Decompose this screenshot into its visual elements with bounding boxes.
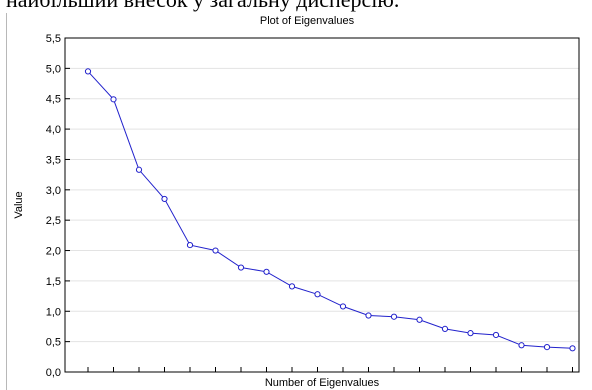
eigenvalue-points	[84, 68, 576, 352]
data-point	[543, 344, 551, 351]
data-point	[161, 195, 168, 203]
data-point	[135, 166, 143, 173]
y-tick-label: 0,5	[46, 337, 61, 349]
frame-left-rule	[6, 13, 7, 390]
data-point	[84, 68, 92, 75]
y-tick-label: 4,5	[46, 94, 61, 106]
data-point	[518, 342, 525, 349]
data-point	[569, 345, 576, 352]
chart-frame: Plot of Eigenvalues 0,0 0,5 1,0 1,5 2,0 2,5 3,…	[6, 13, 592, 390]
data-point	[237, 264, 245, 271]
data-point	[263, 268, 270, 275]
data-point	[365, 312, 372, 319]
y-tick-labels: 0,0 0,5 1,0 1,5 2,0 2,5 3,0 3,5 4,0 4,5 5,0 5,5	[46, 33, 61, 379]
y-tick-label: 3,5	[46, 154, 61, 166]
chart-title: Plot of Eigenvalues	[260, 15, 355, 27]
caption-text: найбільший внесок у загальну дисперсію.	[0, 0, 592, 13]
data-point	[110, 96, 117, 103]
data-point	[390, 313, 398, 320]
axis-ticks	[65, 37, 573, 373]
data-point	[416, 316, 423, 323]
y-tick-label: 4,0	[46, 124, 61, 136]
y-tick-label: 5,5	[46, 33, 61, 45]
data-point	[212, 247, 219, 254]
eigenvalue-chart: Plot of Eigenvalues 0,0 0,5 1,0 1,5 2,0 2,5 3,…	[13, 15, 580, 389]
y-tick-label: 1,5	[46, 276, 61, 288]
eigenvalue-series-line	[87, 71, 573, 349]
y-tick-label: 5,0	[46, 63, 61, 75]
y-axis-label: Value	[13, 191, 25, 218]
y-tick-label: 1,0	[46, 306, 61, 318]
y-tick-label: 2,0	[46, 246, 61, 258]
data-point	[339, 303, 347, 310]
data-point	[288, 283, 296, 290]
data-point	[314, 291, 321, 298]
y-tick-label: 3,0	[46, 185, 61, 197]
data-point	[441, 325, 449, 332]
x-axis-label: Number of Eigenvalues	[265, 377, 380, 389]
plot-area-border	[64, 37, 580, 373]
grid-lines	[65, 67, 579, 343]
y-tick-label: 2,5	[46, 215, 61, 227]
data-point	[467, 330, 474, 337]
y-tick-label: 0,0	[46, 367, 61, 379]
data-point	[492, 331, 500, 339]
data-point	[186, 241, 194, 249]
